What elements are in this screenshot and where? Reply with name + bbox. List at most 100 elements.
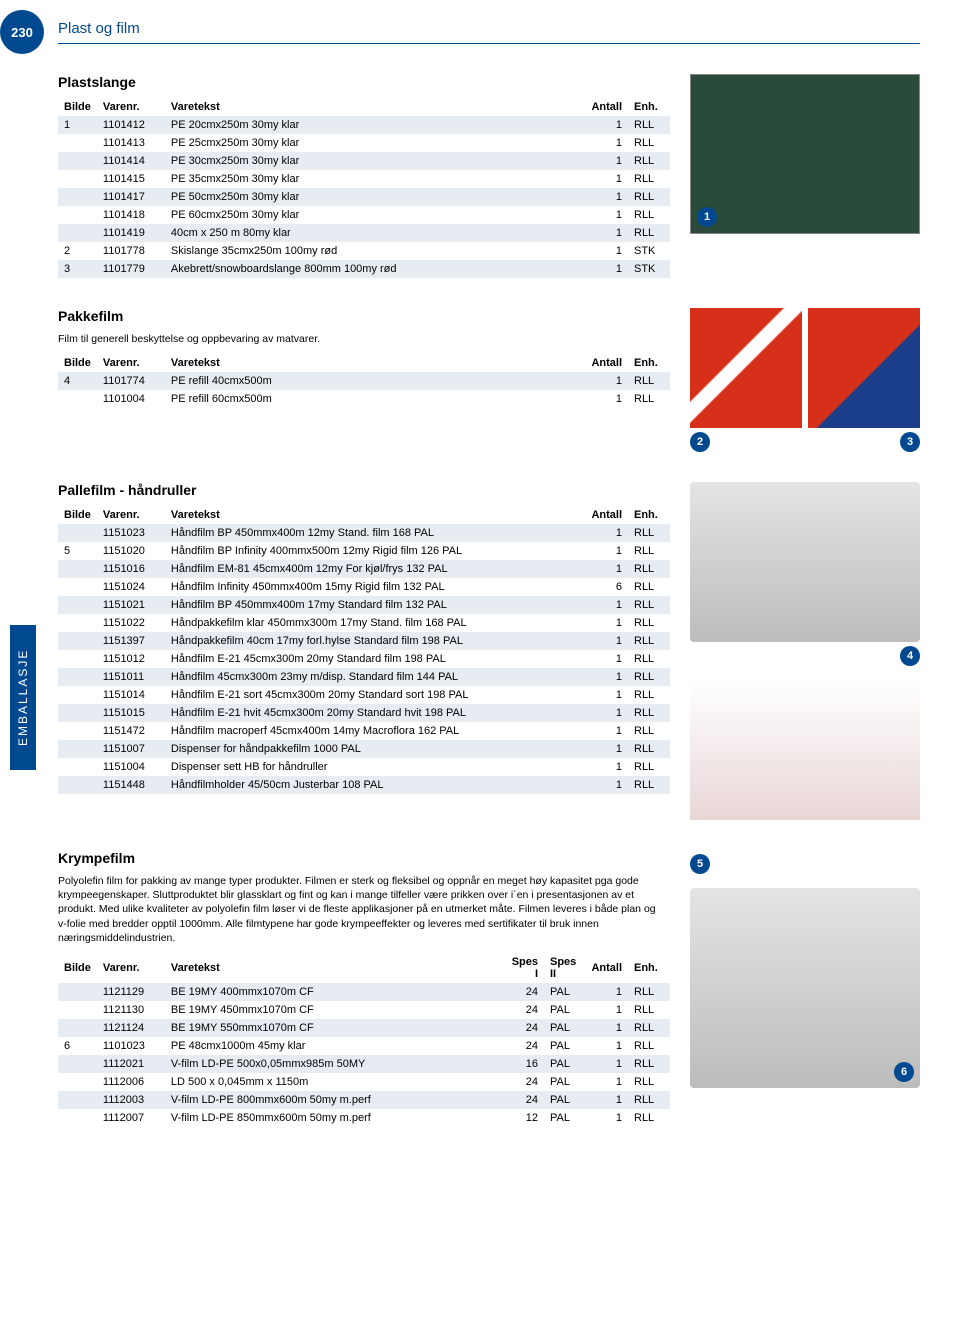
table-cell: 40cm x 250 m 80my klar	[165, 224, 584, 242]
table-row: 51151020Håndfilm BP Infinity 400mmx500m …	[58, 542, 670, 560]
table-cell: 1101418	[97, 206, 165, 224]
table-cell: 1	[584, 632, 628, 650]
table-cell: PE 50cmx250m 30my klar	[165, 188, 584, 206]
th-enh: Enh.	[628, 98, 670, 116]
table-cell: 1	[584, 1109, 628, 1127]
table-cell: BE 19MY 550mmx1070m CF	[165, 1019, 504, 1037]
table-cell: RLL	[628, 542, 670, 560]
table-row: 1121130BE 19MY 450mmx1070m CF24PAL1RLL	[58, 1001, 670, 1019]
table-cell: Håndfilm BP Infinity 400mmx500m 12my Rig…	[165, 542, 584, 560]
table-row: 1151011Håndfilm 45cmx300m 23my m/disp. S…	[58, 668, 670, 686]
table-cell: 1151021	[97, 596, 165, 614]
table-cell: Håndfilm 45cmx300m 23my m/disp. Standard…	[165, 668, 584, 686]
th-bilde: Bilde	[58, 506, 97, 524]
table-cell	[58, 596, 97, 614]
table-cell: 1	[584, 596, 628, 614]
page-number-badge: 230	[0, 10, 44, 54]
table-row: 21101778Skislange 35cmx250m 100my rød1ST…	[58, 242, 670, 260]
table-cell: Håndfilm Infinity 450mmx400m 15my Rigid …	[165, 578, 584, 596]
table-cell: 1151024	[97, 578, 165, 596]
table-cell: PAL	[544, 1109, 584, 1127]
table-cell: 1101415	[97, 170, 165, 188]
table-cell: RLL	[628, 1055, 670, 1073]
table-cell: 1151014	[97, 686, 165, 704]
table-cell: 1	[584, 224, 628, 242]
page-category-title: Plast og film	[58, 20, 920, 44]
table-cell: 1101774	[97, 372, 165, 390]
th-antall: Antall	[584, 354, 628, 372]
table-cell: 4	[58, 372, 97, 390]
th-antall: Antall	[584, 953, 628, 983]
table-cell: 1101778	[97, 242, 165, 260]
table-cell: PE 20cmx250m 30my klar	[165, 116, 584, 134]
table-cell: Håndfilm BP 450mmx400m 17my Standard fil…	[165, 596, 584, 614]
table-row: 1112006LD 500 x 0,045mm x 1150m24PAL1RLL	[58, 1073, 670, 1091]
th-bilde: Bilde	[58, 98, 97, 116]
th-spes2: Spes II	[544, 953, 584, 983]
table-cell	[58, 632, 97, 650]
table-cell	[58, 1091, 97, 1109]
table-cell	[58, 776, 97, 794]
th-varenr: Varenr.	[97, 98, 165, 116]
table-cell: 1	[584, 1037, 628, 1055]
table-cell: 1	[584, 170, 628, 188]
th-enh: Enh.	[628, 953, 670, 983]
table-cell: 1101417	[97, 188, 165, 206]
table-cell: RLL	[628, 578, 670, 596]
table-cell: 1151012	[97, 650, 165, 668]
table-cell: PE 60cmx250m 30my klar	[165, 206, 584, 224]
table-cell: Håndpakkefilm 40cm 17my forl.hylse Stand…	[165, 632, 584, 650]
table-cell: 1	[584, 758, 628, 776]
table-cell: 1	[584, 740, 628, 758]
table-cell: RLL	[628, 116, 670, 134]
table-cell: RLL	[628, 560, 670, 578]
table-row: 41101774PE refill 40cmx500m1RLL	[58, 372, 670, 390]
table-cell: BE 19MY 450mmx1070m CF	[165, 1001, 504, 1019]
table-cell: 1112007	[97, 1109, 165, 1127]
table-row: 1151004Dispenser sett HB for håndruller1…	[58, 758, 670, 776]
table-cell: RLL	[628, 983, 670, 1001]
table-row: 1151023Håndfilm BP 450mmx400m 12my Stand…	[58, 524, 670, 542]
th-varenr: Varenr.	[97, 506, 165, 524]
table-cell: 1	[584, 524, 628, 542]
table-row: 1101414PE 30cmx250m 30my klar1RLL	[58, 152, 670, 170]
table-cell: 1	[584, 542, 628, 560]
table-cell: RLL	[628, 390, 670, 408]
table-cell: 1	[584, 372, 628, 390]
table-cell: Håndfilm E-21 hvit 45cmx300m 20my Standa…	[165, 704, 584, 722]
table-cell: 1	[584, 686, 628, 704]
table-cell: 1101412	[97, 116, 165, 134]
table-cell: 1151011	[97, 668, 165, 686]
table-cell: Håndfilm EM-81 45cmx400m 12my For kjøl/f…	[165, 560, 584, 578]
table-cell: 1	[584, 206, 628, 224]
table-cell: 1151397	[97, 632, 165, 650]
table-cell	[58, 206, 97, 224]
table-row: 1121124BE 19MY 550mmx1070m CF24PAL1RLL	[58, 1019, 670, 1037]
th-enh: Enh.	[628, 506, 670, 524]
table-cell	[58, 1055, 97, 1073]
table-cell: Håndfilm BP 450mmx400m 12my Stand. film …	[165, 524, 584, 542]
th-spes1: Spes I	[504, 953, 544, 983]
table-cell: 1112006	[97, 1073, 165, 1091]
table-cell: 1151016	[97, 560, 165, 578]
table-cell: PE 30cmx250m 30my klar	[165, 152, 584, 170]
table-row: 1151448Håndfilmholder 45/50cm Justerbar …	[58, 776, 670, 794]
table-row: 1101415PE 35cmx250m 30my klar1RLL	[58, 170, 670, 188]
table-row: 1112003V-film LD-PE 800mmx600m 50my m.pe…	[58, 1091, 670, 1109]
table-cell: PAL	[544, 1091, 584, 1109]
table-cell: RLL	[628, 740, 670, 758]
table-cell: PAL	[544, 1001, 584, 1019]
table-cell	[58, 188, 97, 206]
table-cell: 1	[584, 152, 628, 170]
section-desc-pakkefilm: Film til generell beskyttelse og oppbeva…	[58, 332, 658, 346]
th-varetekst: Varetekst	[165, 98, 584, 116]
table-row: 1151012Håndfilm E-21 45cmx300m 20my Stan…	[58, 650, 670, 668]
table-cell: 3	[58, 260, 97, 278]
table-cell: 1121129	[97, 983, 165, 1001]
table-cell: Håndpakkefilm klar 450mmx300m 17my Stand…	[165, 614, 584, 632]
table-cell: 1112021	[97, 1055, 165, 1073]
table-cell: 16	[504, 1055, 544, 1073]
table-row: 11101412PE 20cmx250m 30my klar1RLL	[58, 116, 670, 134]
table-row: 1151024Håndfilm Infinity 450mmx400m 15my…	[58, 578, 670, 596]
table-cell	[58, 152, 97, 170]
